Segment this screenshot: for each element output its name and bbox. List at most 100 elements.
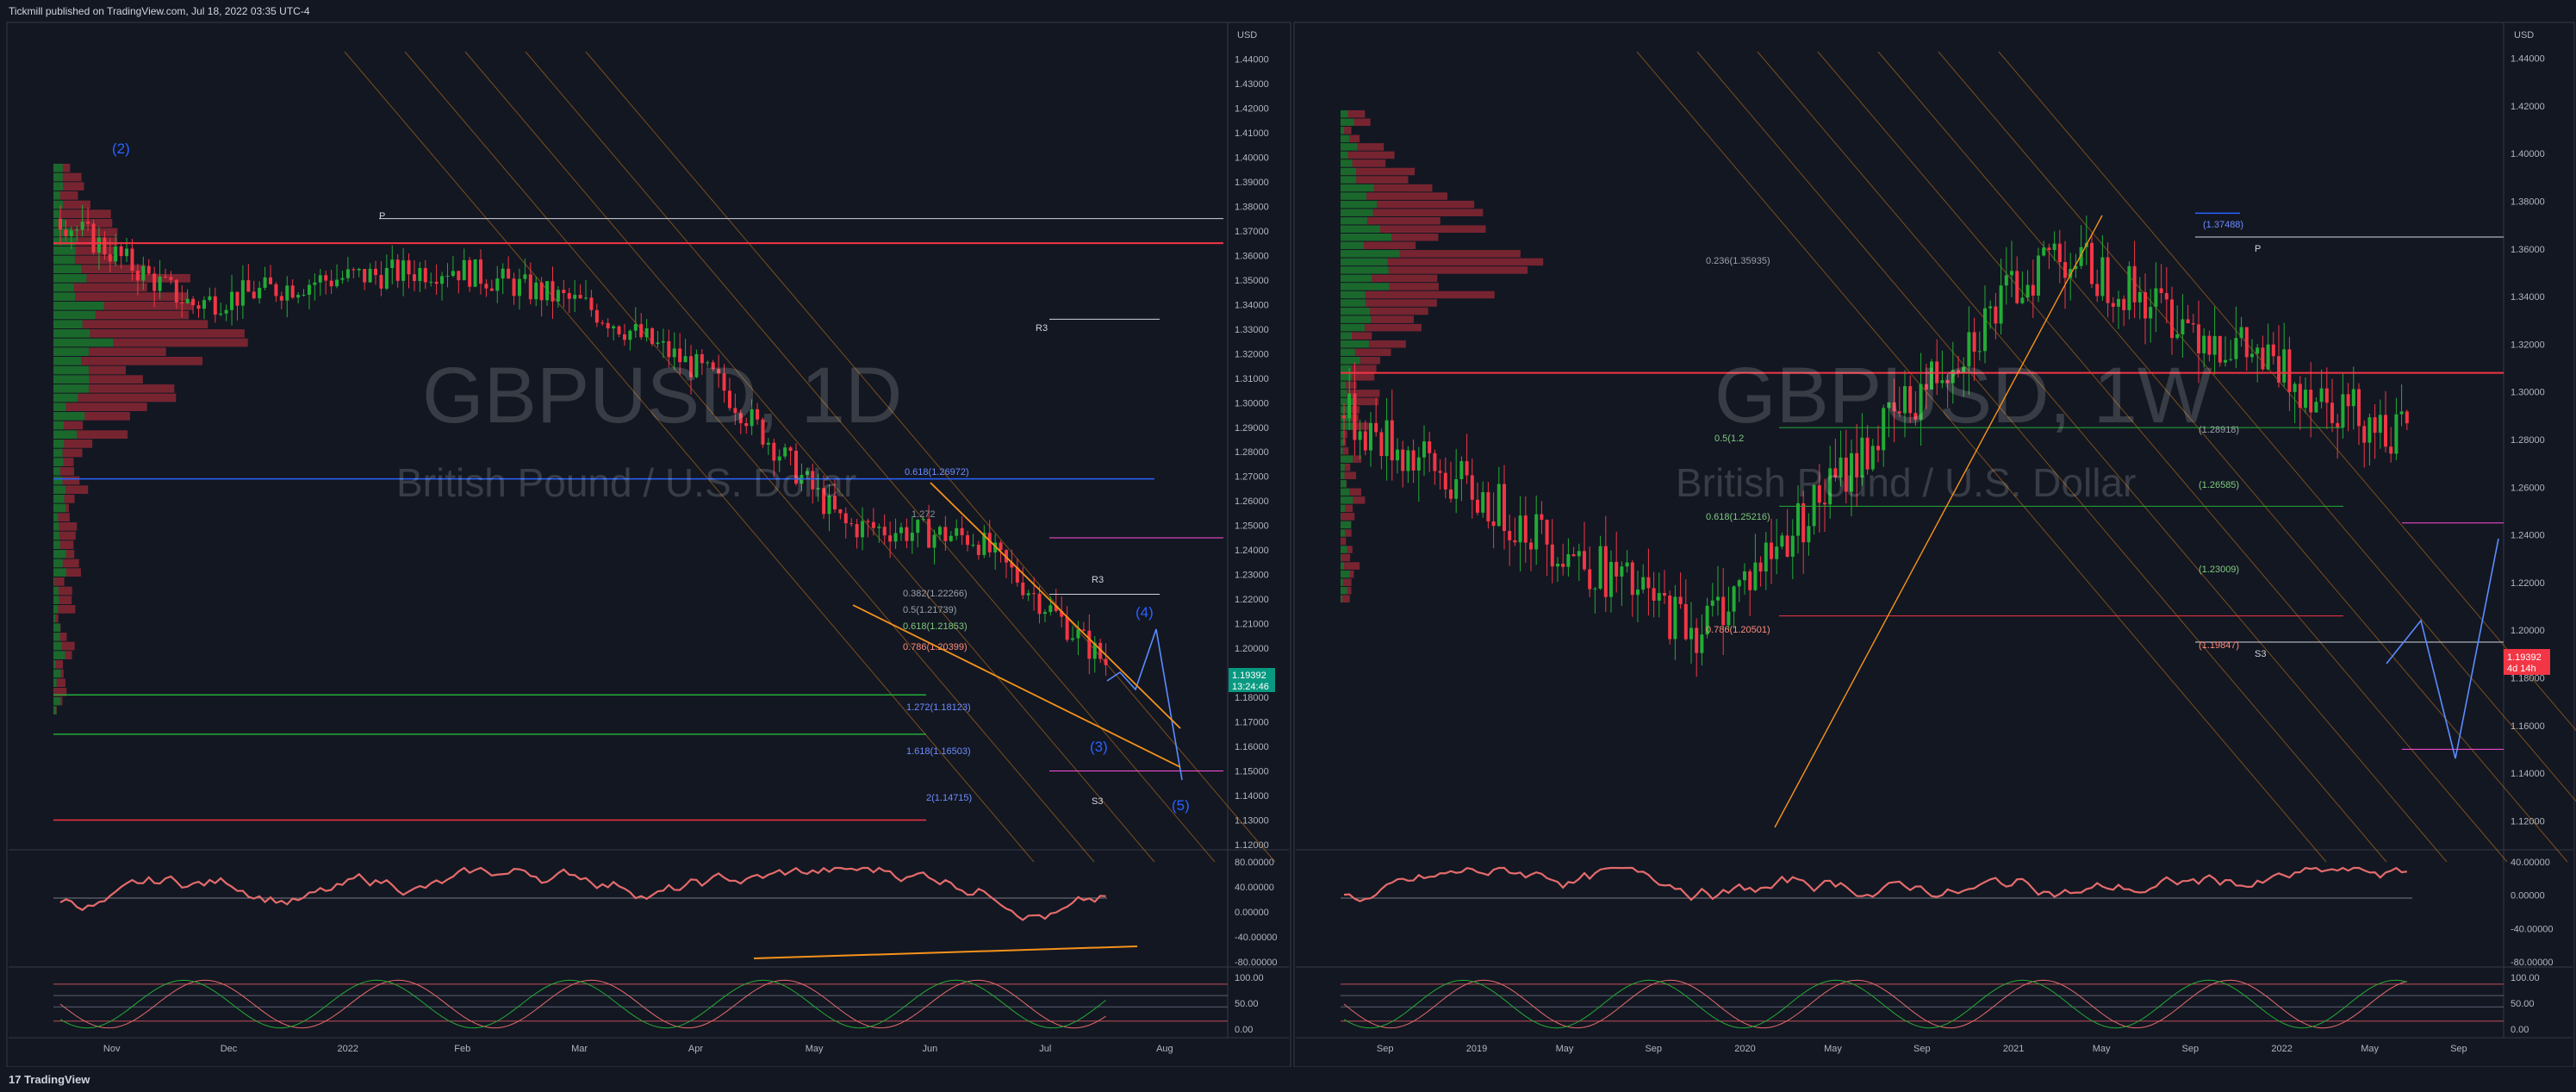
L-candle-body [75, 229, 79, 231]
L-candle-body [694, 353, 699, 378]
L-candle-body [921, 519, 925, 521]
L-candle-body [1076, 629, 1080, 639]
L-candle-body [744, 423, 749, 427]
R-candle-body [1646, 577, 1651, 589]
R-candle-body [1428, 441, 1432, 453]
R-candle-body [2175, 334, 2180, 339]
left-symbol-watermark: GBPUSD, 1D [422, 352, 902, 440]
L-price-tick: 1.38000 [1235, 202, 1269, 212]
L-candle-body [855, 524, 859, 538]
R-candle-body [1758, 562, 1763, 572]
L-candle-body [700, 353, 704, 364]
right-main-pane[interactable]: 1.44000 1.42000 1.40000 1.38000 1.36000 1.340… [1296, 22, 2576, 1054]
L-candle-body [185, 298, 190, 303]
R-volume-bar-down [1399, 250, 1521, 258]
R-volume-bar-up [1341, 340, 1369, 348]
left-currency-label: USD [1237, 30, 1257, 41]
L-candle-body [96, 237, 101, 253]
R-candle-body [2047, 247, 2051, 250]
L-volume-bar-up [53, 430, 78, 439]
L-price-tick: 1.25000 [1235, 521, 1269, 532]
L-volume-bar-up [53, 191, 60, 200]
R-rsi-tick: -40.00000 [2511, 924, 2554, 934]
L-time-tick: Aug [1156, 1044, 1173, 1054]
L-stoch-line [59, 979, 1106, 1029]
L-candle-body [1021, 582, 1025, 596]
L-volume-bar-down [81, 265, 146, 273]
L-price-tick: 1.20000 [1235, 644, 1269, 654]
L-candle-body [788, 447, 793, 452]
R-candle-body [2394, 414, 2399, 454]
L-volume-bar-down [61, 641, 75, 651]
R-channel-line [1817, 51, 2508, 863]
chart-canvas[interactable]: 1.44000 1.43000 1.42000 1.41000 1.40000 1.390… [0, 0, 2576, 1067]
R-volume-bar-up [1341, 200, 1378, 209]
R-volume-bar-up [1341, 143, 1358, 151]
R-candle-body [1994, 306, 1998, 324]
R-candle-body [2207, 335, 2212, 355]
R-candle-body [1695, 627, 1699, 653]
left-fib-0786: 0.786(1.20399) [903, 642, 968, 652]
wave-2-label: (2) [112, 140, 130, 157]
R-candle-body [1833, 468, 1838, 477]
right-symbol-watermark: GBPUSD, 1W [1714, 352, 2212, 440]
R-candle-body [2368, 417, 2372, 443]
R-candle-body [2341, 394, 2345, 428]
R-candle-body [1416, 457, 1421, 471]
R-candle-body [1977, 351, 1982, 353]
publish-text: Tickmill published on TradingView.com, J… [9, 5, 310, 17]
left-wedge-lower [852, 604, 1181, 768]
L-time-tick: Nov [103, 1044, 121, 1054]
R-candle-body [2181, 319, 2185, 334]
R-candle-body [1882, 408, 1886, 451]
L-candle-body [628, 330, 632, 340]
tradingview-logo[interactable]: 17 TradingView [9, 1073, 90, 1086]
L-candle-body [114, 246, 118, 262]
R-volume-bar-down [1366, 192, 1447, 200]
R-candle-body [1705, 605, 1709, 635]
left-main-pane[interactable]: 1.44000 1.43000 1.42000 1.41000 1.40000 1.390… [9, 22, 1289, 1054]
R-volume-bar-down [1370, 307, 1428, 315]
R-candle-body [2031, 284, 2035, 296]
L-volume-bar-up [53, 706, 57, 714]
L-volume-bar-down [59, 531, 76, 540]
L-price-tick: 1.21000 [1235, 620, 1269, 630]
L-volume-bar-down [77, 430, 128, 439]
L-volume-bar-down [89, 347, 166, 356]
R-candle-body [2122, 298, 2126, 310]
L-volume-bar-down [55, 614, 59, 623]
L-candle-body [263, 277, 267, 288]
L-candle-body [1104, 658, 1108, 665]
L-volume-bar-up [53, 164, 63, 172]
R-candle-body [1379, 432, 1384, 457]
R-candle-body [2384, 415, 2387, 447]
L-volume-bar-up [53, 476, 63, 485]
L-volume-bar-up [53, 182, 64, 190]
R-volume-bar-up [1341, 357, 1360, 365]
L-volume-bar-up [53, 651, 65, 659]
R-candle-body [1962, 366, 1966, 372]
R-candle-body [2229, 359, 2233, 360]
R-candle-body [1561, 564, 1565, 567]
R-candle-body [2074, 265, 2078, 270]
L-candle-body [976, 545, 980, 555]
L-volume-bar-down [74, 255, 117, 265]
L-time-tick: Jun [923, 1044, 938, 1054]
L-price-tick: 1.39000 [1235, 178, 1269, 188]
L-price-tick: 1.40000 [1235, 153, 1269, 163]
R-volume-bar-down [1347, 586, 1352, 595]
R-volume-bar-up [1341, 578, 1343, 586]
R-candle-body [1823, 502, 1826, 505]
R-price-tick: 1.26000 [2511, 483, 2545, 493]
R-candle-body [1657, 593, 1661, 601]
R-volume-bar-down [1347, 546, 1353, 553]
L-candle-body [606, 322, 610, 328]
right-fib-137488: (1.37488) [2203, 220, 2243, 230]
R-candle-body [1384, 420, 1389, 457]
R-candle-body [2042, 247, 2046, 256]
L-candle-body [86, 222, 90, 224]
R-candle-body [1401, 449, 1405, 471]
L-candle-body [285, 285, 289, 301]
L-candle-body [1048, 605, 1053, 613]
L-volume-bar-down [75, 292, 189, 301]
